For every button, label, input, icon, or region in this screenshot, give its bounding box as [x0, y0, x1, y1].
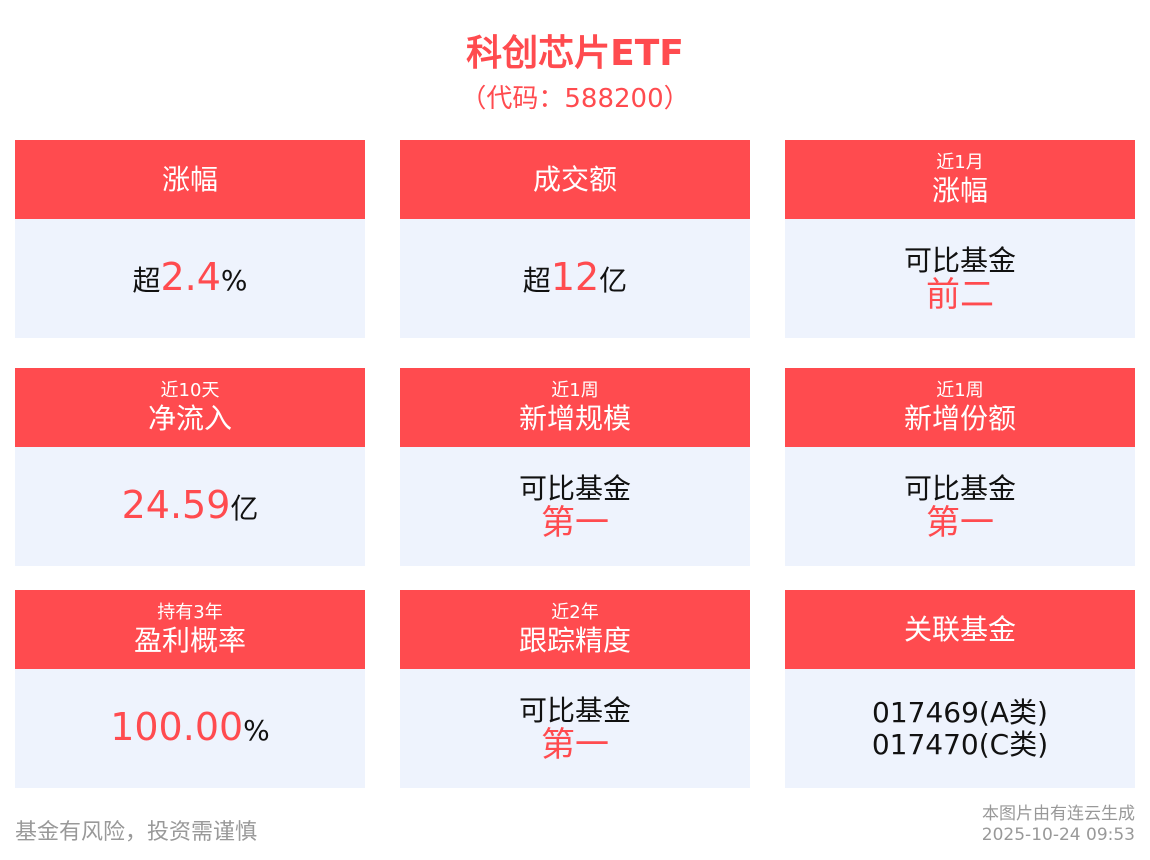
comparison-label: 可比基金	[518, 471, 631, 505]
value-prefix: 超	[522, 263, 551, 297]
card-body: 可比基金 第一	[400, 447, 750, 566]
value-unit: %	[220, 263, 248, 297]
card-label: 跟踪精度	[518, 623, 631, 657]
card-label: 新增规模	[518, 401, 631, 435]
card-header: 近10天 净流入	[15, 368, 365, 447]
card-label: 涨幅	[931, 173, 988, 207]
card-body: 可比基金 第一	[785, 447, 1135, 566]
card-label: 新增份额	[903, 401, 1016, 435]
comparison-label: 可比基金	[903, 243, 1016, 277]
card-label: 盈利概率	[133, 623, 246, 657]
stat-card: 成交额超12亿	[400, 140, 750, 338]
stat-card: 关联基金 017469(A类) 017470(C类)	[785, 590, 1135, 788]
value-number: 24.59	[121, 482, 231, 527]
card-period: 近1月	[936, 151, 984, 173]
card-value: 超2.4%	[132, 258, 248, 297]
card-period: 近2年	[551, 601, 599, 623]
page-title: 科创芯片ETF	[466, 33, 684, 74]
generated-by: 本图片由有连云生成	[982, 804, 1135, 824]
card-header: 成交额	[400, 140, 750, 219]
card-label: 净流入	[147, 401, 232, 435]
card-body: 可比基金 前二	[785, 219, 1135, 338]
card-body: 超2.4%	[15, 219, 365, 338]
stat-card: 近1周 新增份额 可比基金 第一	[785, 368, 1135, 566]
card-label: 涨幅	[161, 162, 218, 196]
risk-disclaimer: 基金有风险，投资需谨慎	[15, 820, 258, 845]
card-body: 超12亿	[400, 219, 750, 338]
card-body: 可比基金 第一	[400, 669, 750, 788]
card-value: 超12亿	[522, 258, 628, 297]
fund-code: （代码：588200）	[460, 84, 690, 114]
card-label: 成交额	[532, 162, 617, 196]
card-period: 近1周	[936, 379, 984, 401]
stat-card: 近1周 新增规模 可比基金 第一	[400, 368, 750, 566]
card-header: 近2年 跟踪精度	[400, 590, 750, 669]
stat-card: 近2年 跟踪精度 可比基金 第一	[400, 590, 750, 788]
card-header: 近1周 新增份额	[785, 368, 1135, 447]
stat-card: 近1月 涨幅 可比基金 前二	[785, 140, 1135, 338]
value-unit: 亿	[230, 491, 259, 525]
card-body: 100.00%	[15, 669, 365, 788]
card-header: 近1周 新增规模	[400, 368, 750, 447]
timestamp: 2025-10-24 09:53	[981, 825, 1135, 845]
card-header: 持有3年 盈利概率	[15, 590, 365, 669]
card-header: 近1月 涨幅	[785, 140, 1135, 219]
stat-card: 持有3年 盈利概率 100.00%	[15, 590, 365, 788]
rank-value: 第一	[541, 724, 609, 765]
rank-value: 第一	[926, 502, 994, 543]
card-period: 近10天	[160, 379, 220, 401]
value-unit: 亿	[599, 263, 628, 297]
card-body: 24.59亿	[15, 447, 365, 566]
card-header: 关联基金	[785, 590, 1135, 669]
rank-value: 第一	[541, 502, 609, 543]
card-header: 涨幅	[15, 140, 365, 219]
stat-card: 涨幅超2.4%	[15, 140, 365, 338]
related-fund-code: 017470(C类)	[871, 727, 1049, 761]
stat-card: 近10天 净流入 24.59亿	[15, 368, 365, 566]
card-value: 24.59亿	[122, 486, 259, 525]
rank-value: 前二	[926, 274, 994, 315]
comparison-label: 可比基金	[903, 471, 1016, 505]
generated-info: 本图片由有连云生成 2025-10-24 09:53	[982, 804, 1135, 846]
value-number: 100.00	[110, 704, 244, 749]
card-label: 关联基金	[903, 612, 1016, 646]
value-prefix: 超	[132, 263, 161, 297]
card-period: 近1周	[551, 379, 599, 401]
card-value: 100.00%	[110, 708, 270, 747]
value-number: 2.4	[160, 254, 221, 299]
card-period: 持有3年	[157, 601, 223, 623]
card-body: 017469(A类) 017470(C类)	[785, 669, 1135, 788]
comparison-label: 可比基金	[518, 693, 631, 727]
value-number: 12	[550, 254, 600, 299]
related-fund-code: 017469(A类)	[872, 695, 1048, 729]
value-unit: %	[243, 713, 270, 747]
